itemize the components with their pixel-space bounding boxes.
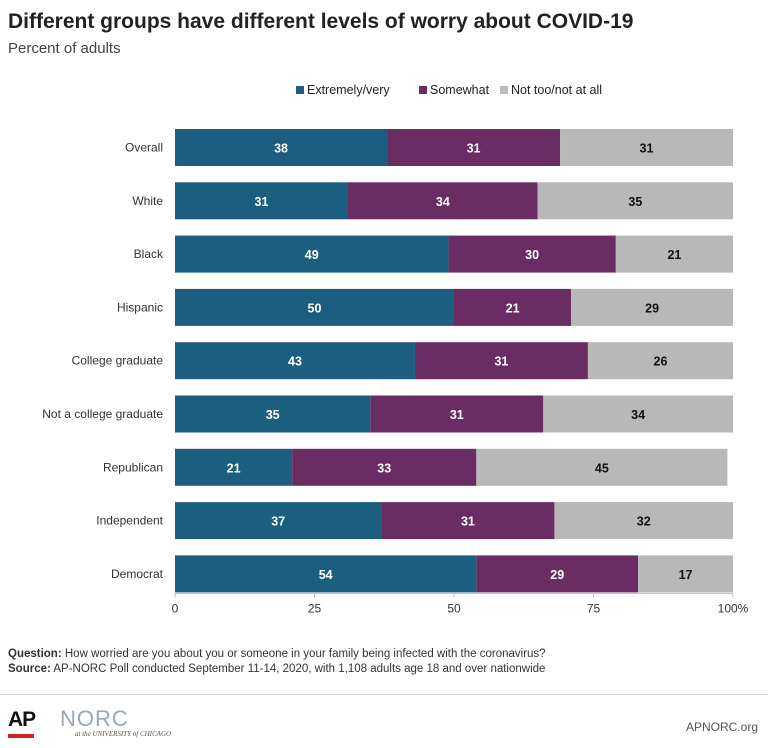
bar-segment	[175, 235, 449, 273]
bar-segment	[370, 395, 544, 433]
bar-value-label: 17	[679, 568, 693, 582]
bar-segment	[347, 182, 538, 220]
bar-segment	[292, 448, 477, 486]
source-label: Source:	[8, 663, 51, 675]
bar-segment	[387, 129, 561, 166]
question-footnote: Question: How worried are you about you …	[8, 648, 546, 660]
bar-value-label: 31	[467, 142, 481, 156]
apnorc-url: APNORC.org	[685, 720, 758, 734]
bar-value-label: 50	[308, 301, 322, 315]
bar-value-label: 43	[288, 355, 302, 369]
category-label: Black	[134, 247, 164, 261]
bar-value-label: 35	[628, 195, 642, 209]
legend-label-1: Somewhat	[430, 83, 490, 97]
bar-value-label: 45	[595, 461, 609, 475]
bar-value-label: 37	[271, 515, 285, 529]
bar-segment	[175, 342, 415, 380]
category-label: White	[132, 194, 163, 208]
bar-value-label: 30	[525, 248, 539, 262]
bar-segment	[476, 555, 639, 593]
bar-segment	[175, 555, 477, 593]
bar-segment	[414, 342, 588, 380]
bar-segment	[175, 182, 348, 220]
footer-divider	[0, 694, 768, 695]
category-label: Democrat	[111, 567, 164, 581]
category-label: College graduate	[72, 354, 164, 368]
bar-segment	[175, 502, 382, 540]
chart-subtitle: Percent of adults	[8, 40, 121, 57]
bar-value-label: 35	[266, 408, 280, 422]
bar-segment	[571, 288, 733, 326]
bar-value-label: 26	[654, 355, 668, 369]
bar-segment	[476, 448, 728, 486]
ap-logo-underline	[8, 734, 34, 738]
legend-swatch-1	[419, 86, 427, 94]
legend-label-0: Extremely/very	[307, 83, 390, 97]
x-tick-label: 100%	[718, 601, 749, 615]
norc-logo: NORC	[60, 706, 129, 731]
x-tick-label: 25	[308, 601, 322, 615]
legend-swatch-2	[500, 86, 508, 94]
bar-value-label: 54	[319, 568, 333, 582]
bar-value-label: 29	[645, 301, 659, 315]
bar-segment	[175, 395, 371, 433]
source-footnote: Source: AP-NORC Poll conducted September…	[8, 663, 545, 675]
bar-value-label: 32	[637, 515, 651, 529]
bar-segment	[587, 342, 733, 380]
bar-value-label: 21	[227, 461, 241, 475]
question-text: How worried are you about you or someone…	[64, 648, 546, 660]
bar-value-label: 34	[436, 195, 450, 209]
stacked-bar-chart: Extremely/very Somewhat Not too/not at all…	[42, 83, 749, 615]
bar-value-label: 31	[640, 142, 654, 156]
bar-value-label: 31	[450, 408, 464, 422]
bar-segment	[175, 129, 388, 166]
bar-segment	[560, 129, 733, 166]
category-label: Overall	[125, 141, 163, 155]
bar-segment	[537, 182, 733, 220]
source-text: AP-NORC Poll conducted September 11-14, …	[53, 663, 546, 675]
x-tick-label: 75	[587, 601, 601, 615]
category-label: Independent	[96, 514, 163, 528]
bar-segment	[175, 448, 293, 486]
bar-segment	[448, 235, 616, 273]
bar-segment	[615, 235, 733, 273]
bar-segment	[454, 288, 572, 326]
category-label: Hispanic	[117, 300, 163, 314]
legend-swatch-0	[296, 86, 304, 94]
bar-value-label: 21	[506, 301, 520, 315]
bar-value-label: 33	[377, 461, 391, 475]
bar-segment	[638, 555, 733, 593]
bar-value-label: 34	[631, 408, 645, 422]
bar-value-label: 29	[550, 568, 564, 582]
ap-logo: AP	[8, 708, 36, 731]
bar-value-label: 49	[305, 248, 319, 262]
bar-segment	[543, 395, 733, 433]
chart-title: Different groups have different levels o…	[8, 10, 634, 33]
category-label: Not a college graduate	[42, 407, 163, 421]
norc-logo-subtitle: at the UNIVERSITY of CHICAGO	[75, 730, 172, 738]
bar-value-label: 31	[255, 195, 269, 209]
bar-value-label: 31	[461, 515, 475, 529]
bar-segment	[175, 288, 454, 326]
x-tick-label: 0	[172, 601, 179, 615]
bar-segment	[381, 502, 555, 540]
x-tick-label: 50	[447, 601, 461, 615]
legend-label-2: Not too/not at all	[511, 83, 602, 97]
bar-value-label: 21	[667, 248, 681, 262]
bar-value-label: 38	[274, 142, 288, 156]
question-label: Question:	[8, 648, 62, 660]
category-label: Republican	[103, 460, 163, 474]
bar-value-label: 31	[494, 355, 508, 369]
bar-segment	[554, 502, 733, 540]
